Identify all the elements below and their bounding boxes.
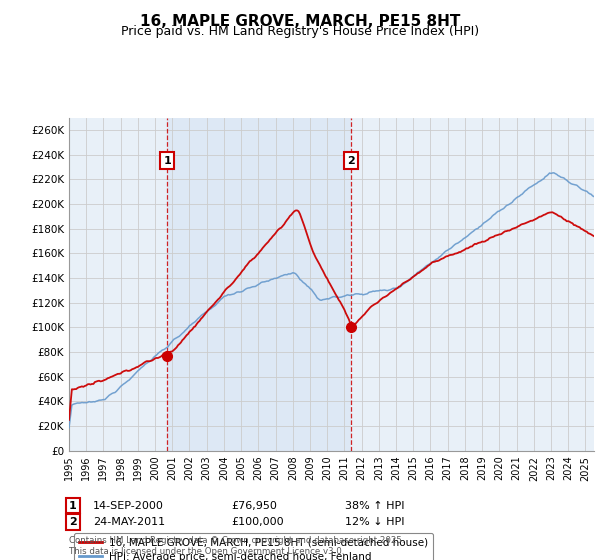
Bar [167,118,351,451]
Text: 1: 1 [163,156,171,166]
Text: 2: 2 [347,156,355,166]
Text: Contains HM Land Registry data © Crown copyright and database right 2025.
This d: Contains HM Land Registry data © Crown c… [69,536,404,556]
Text: 1: 1 [69,501,77,511]
Text: £76,950: £76,950 [231,501,277,511]
Text: 2: 2 [69,517,77,527]
Legend: 16, MAPLE GROVE, MARCH, PE15 8HT (semi-detached house), HPI: Average price, semi: 16, MAPLE GROVE, MARCH, PE15 8HT (semi-d… [74,533,433,560]
Text: 16, MAPLE GROVE, MARCH, PE15 8HT: 16, MAPLE GROVE, MARCH, PE15 8HT [140,14,460,29]
Text: £100,000: £100,000 [231,517,284,527]
Text: 38% ↑ HPI: 38% ↑ HPI [345,501,404,511]
Text: 14-SEP-2000: 14-SEP-2000 [93,501,164,511]
Text: Price paid vs. HM Land Registry's House Price Index (HPI): Price paid vs. HM Land Registry's House … [121,25,479,38]
Text: 12% ↓ HPI: 12% ↓ HPI [345,517,404,527]
Text: 24-MAY-2011: 24-MAY-2011 [93,517,165,527]
